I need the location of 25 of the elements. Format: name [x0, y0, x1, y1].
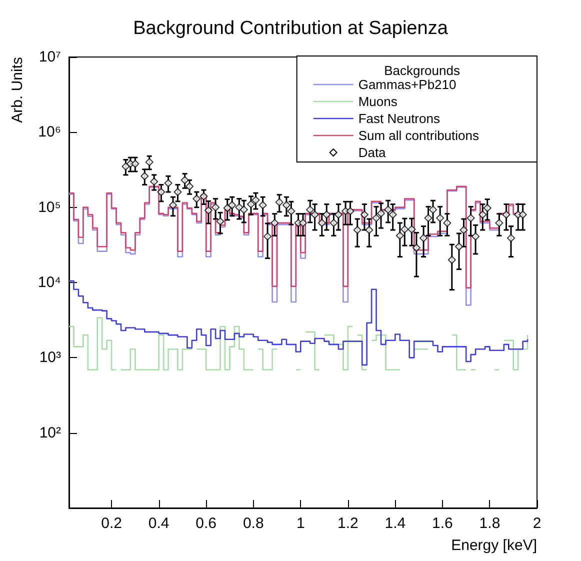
x-tick-label: 2 [532, 515, 542, 532]
y-axis-title: Arb. Units [9, 57, 26, 123]
y-tick-label: 10⁵ [38, 198, 61, 216]
x-tick-label: 1.2 [337, 515, 358, 532]
legend-label: Muons [358, 94, 398, 109]
legend-label: Gammas+Pb210 [358, 77, 456, 92]
x-tick-label: 1 [296, 515, 305, 532]
x-tick-label: 0.6 [196, 515, 217, 532]
x-axis-title: Energy [keV] [451, 537, 537, 554]
legend-label: Data [358, 145, 387, 160]
y-tick-label: 10³ [39, 349, 61, 366]
y-tick-label: 10⁶ [38, 124, 61, 141]
chart-title: Background Contribution at Sapienza [133, 18, 448, 39]
legend-label: Sum all contributions [358, 128, 480, 143]
x-tick-label: 1.8 [479, 515, 500, 532]
y-tick-label: 10⁴ [38, 274, 61, 291]
x-tick-label: 1.6 [432, 515, 453, 532]
y-tick-label: 10² [39, 424, 61, 442]
legend-label: Fast Neutrons [358, 111, 440, 126]
x-tick-label: 0.4 [148, 515, 170, 532]
x-tick-label: 1.4 [384, 515, 406, 532]
x-tick-label: 0.8 [242, 515, 264, 532]
legend-title: Backgrounds [384, 63, 460, 78]
x-tick-label: 0.2 [101, 515, 122, 532]
y-tick-label: 10⁷ [38, 48, 61, 66]
